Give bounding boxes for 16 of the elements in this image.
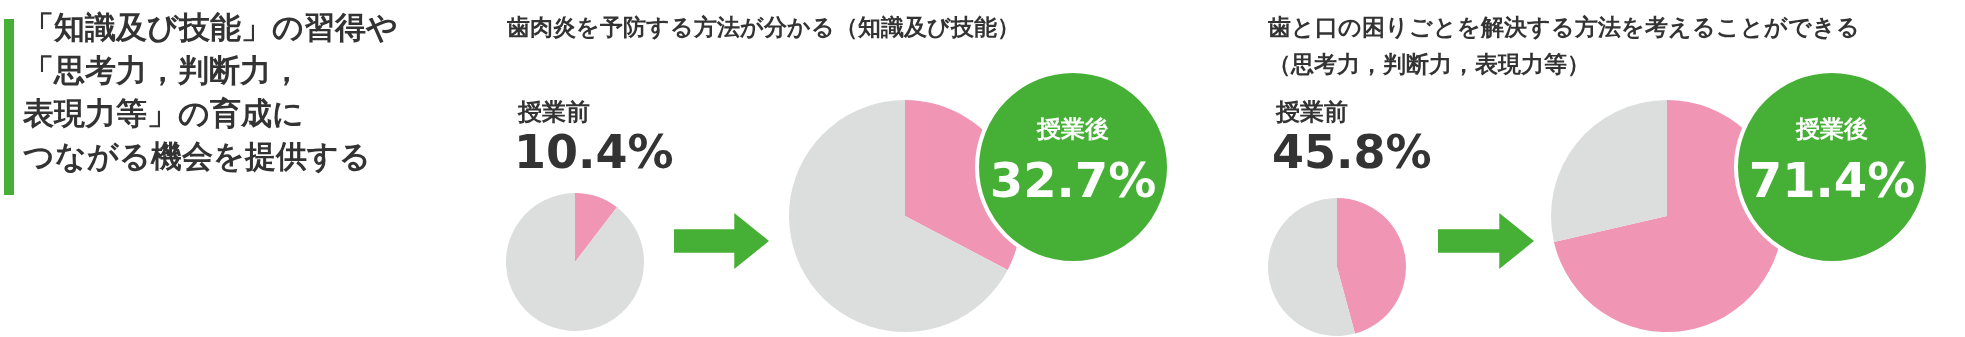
text: 授業後 bbox=[1795, 115, 1868, 143]
text: 歯肉炎を予防する方法が分かる（知識及び技能） bbox=[506, 14, 1020, 40]
pie-slice bbox=[506, 193, 644, 331]
pie-slice bbox=[1551, 100, 1667, 243]
data-label: 71.4% bbox=[1748, 152, 1916, 208]
text: 「知識及び技能」の習得や「思考力，判断力，表現力等」の育成につながる機会を提供する bbox=[22, 9, 398, 174]
data-label: 45.8% bbox=[1272, 125, 1432, 179]
data-label: 10.4% bbox=[514, 125, 674, 179]
data-label: 32.7% bbox=[989, 152, 1157, 208]
chart-subtitle: 授業前 bbox=[517, 98, 590, 126]
text: 歯と口の困りごとを解決する方法を考えることができる（思考力，判断力，表現力等） bbox=[1267, 14, 1860, 77]
pie-slice bbox=[1337, 198, 1406, 334]
pie-slice bbox=[575, 193, 617, 262]
chart-subtitle: 授業前 bbox=[1275, 98, 1348, 126]
pie-slice bbox=[1268, 198, 1355, 336]
text: 授業後 bbox=[1036, 115, 1109, 143]
